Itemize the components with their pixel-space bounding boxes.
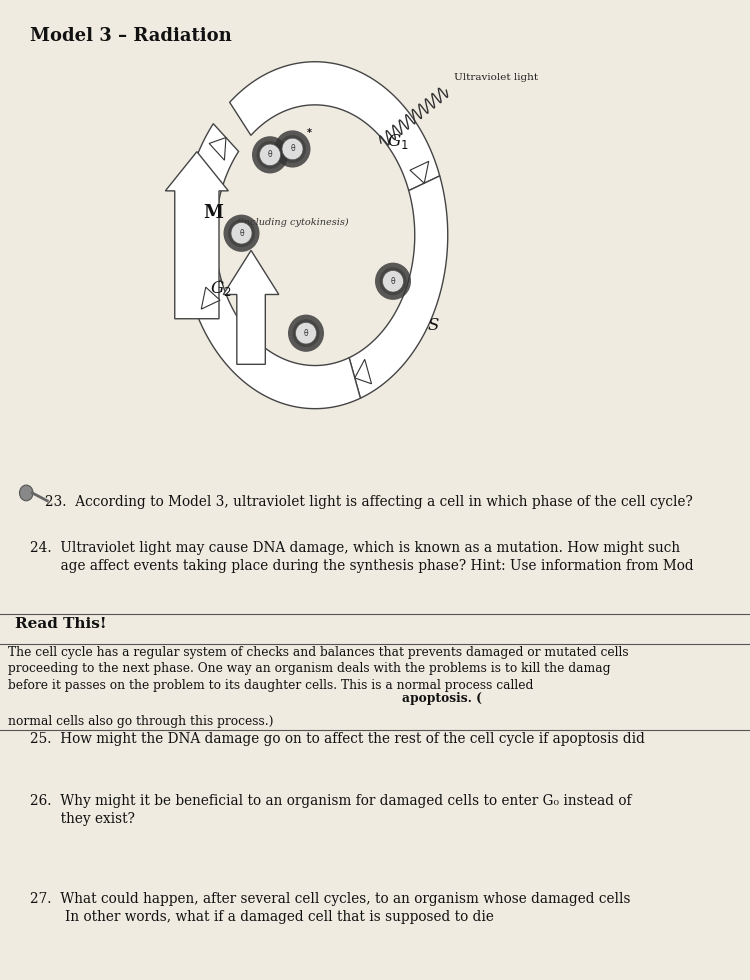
- Text: 23.  According to Model 3, ultraviolet light is affecting a cell in which phase : 23. According to Model 3, ultraviolet li…: [45, 495, 693, 509]
- Text: The cell cycle has a regular system of checks and balances that prevents damaged: The cell cycle has a regular system of c…: [8, 646, 628, 692]
- Text: θ: θ: [304, 328, 308, 338]
- Ellipse shape: [288, 315, 324, 352]
- Polygon shape: [190, 279, 361, 409]
- Text: normal cells also go through this process.): normal cells also go through this proces…: [8, 715, 273, 728]
- Ellipse shape: [279, 135, 306, 163]
- Ellipse shape: [375, 263, 411, 300]
- Text: G$_2$: G$_2$: [211, 278, 232, 298]
- Ellipse shape: [231, 222, 252, 244]
- Text: θ: θ: [391, 276, 395, 286]
- Polygon shape: [182, 123, 238, 295]
- Text: *: *: [307, 128, 311, 138]
- Polygon shape: [209, 137, 226, 160]
- Text: 25.  How might the DNA damage go on to affect the rest of the cell cycle if apop: 25. How might the DNA damage go on to af…: [30, 732, 645, 746]
- Ellipse shape: [382, 270, 404, 292]
- Text: G$_1$: G$_1$: [386, 131, 409, 151]
- Polygon shape: [165, 152, 228, 318]
- Text: apoptosis. (: apoptosis. (: [402, 692, 482, 705]
- Text: 24.  Ultraviolet light may cause DNA damage, which is known as a mutation. How m: 24. Ultraviolet light may cause DNA dama…: [30, 541, 694, 573]
- Ellipse shape: [284, 140, 302, 158]
- Ellipse shape: [232, 224, 250, 242]
- Ellipse shape: [20, 485, 33, 501]
- Text: 27.  What could happen, after several cell cycles, to an organism whose damaged : 27. What could happen, after several cel…: [30, 892, 631, 924]
- Text: Read This!: Read This!: [15, 617, 106, 631]
- Text: θ: θ: [290, 144, 295, 154]
- Text: M: M: [204, 204, 224, 221]
- Ellipse shape: [380, 268, 406, 295]
- Ellipse shape: [296, 322, 316, 344]
- Text: Model 3 – Radiation: Model 3 – Radiation: [30, 27, 232, 45]
- Polygon shape: [201, 287, 220, 309]
- Ellipse shape: [252, 136, 288, 173]
- Text: S: S: [427, 317, 439, 334]
- Ellipse shape: [297, 323, 315, 342]
- Text: θ: θ: [268, 150, 272, 160]
- Polygon shape: [349, 175, 448, 398]
- Ellipse shape: [256, 141, 284, 169]
- Ellipse shape: [274, 130, 310, 168]
- Polygon shape: [230, 62, 440, 191]
- Polygon shape: [224, 250, 279, 365]
- Ellipse shape: [384, 272, 402, 290]
- Text: (including cytokinesis): (including cytokinesis): [237, 218, 348, 227]
- Text: 26.  Why might it be beneficial to an organism for damaged cells to enter G₀ ins: 26. Why might it be beneficial to an org…: [30, 794, 632, 826]
- Polygon shape: [410, 162, 429, 183]
- Ellipse shape: [282, 138, 303, 160]
- Ellipse shape: [224, 215, 260, 252]
- Ellipse shape: [292, 319, 320, 347]
- Ellipse shape: [261, 146, 279, 164]
- Text: θ: θ: [239, 228, 244, 238]
- Ellipse shape: [260, 144, 280, 166]
- Ellipse shape: [228, 220, 255, 247]
- Text: Ultraviolet light: Ultraviolet light: [454, 74, 538, 82]
- Polygon shape: [355, 360, 371, 384]
